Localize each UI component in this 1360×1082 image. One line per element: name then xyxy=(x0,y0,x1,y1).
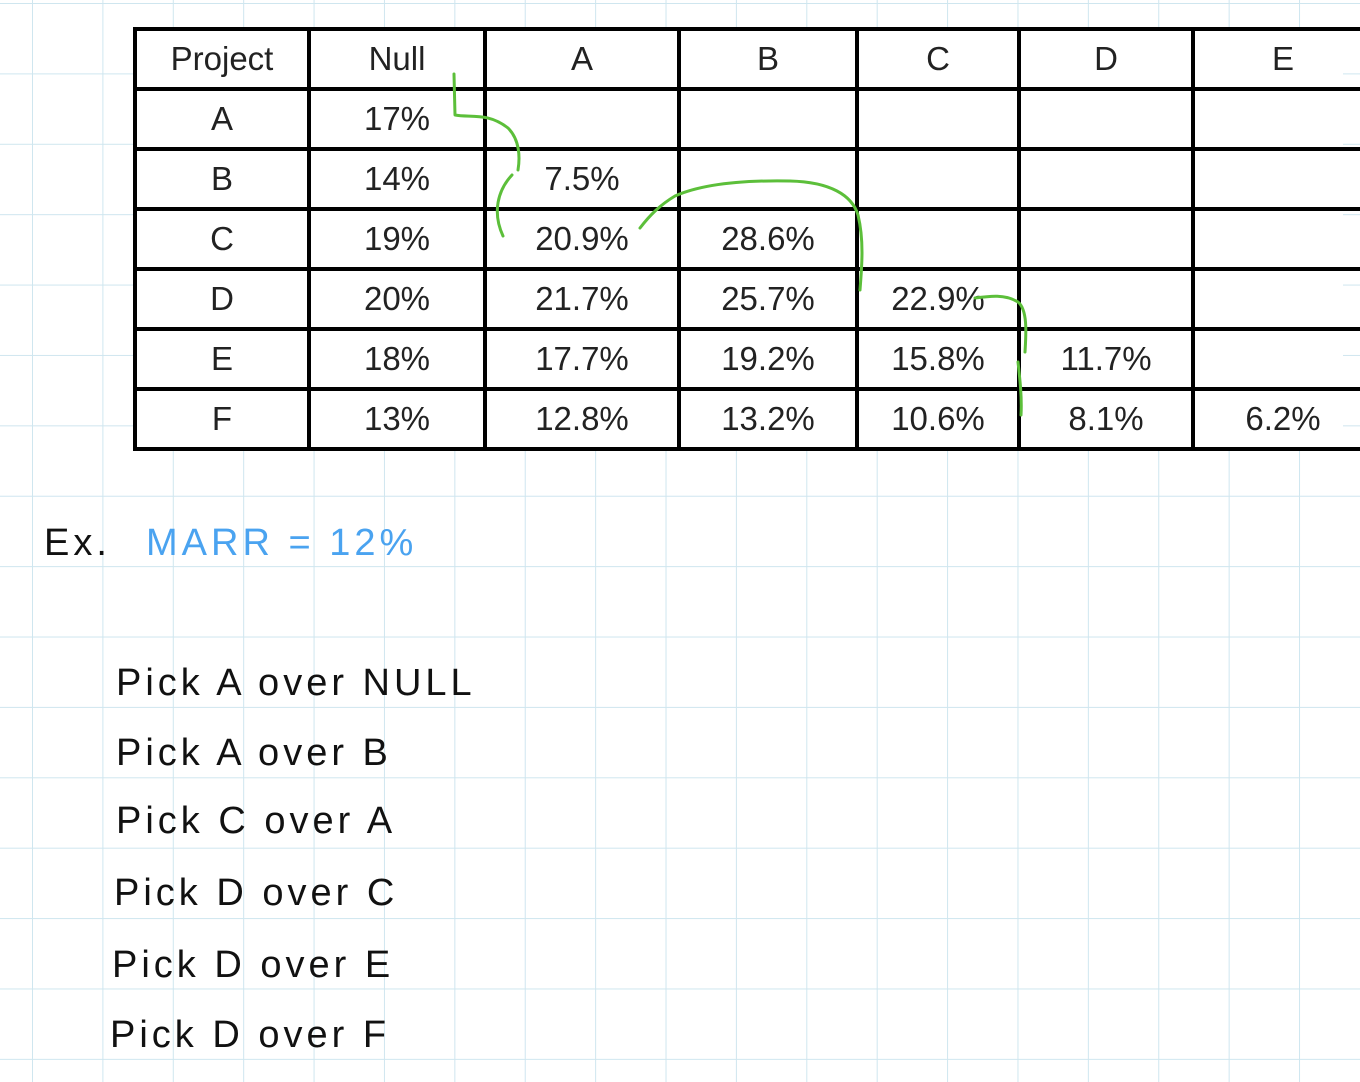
cell xyxy=(855,147,1021,211)
table-row: F 13% 12.8% 13.2% 10.6% 8.1% 6.2% xyxy=(133,387,1360,451)
cell: 11.7% xyxy=(1017,327,1195,391)
cell: 19.2% xyxy=(677,327,859,391)
path-e-to-f xyxy=(1016,360,1023,417)
cell xyxy=(1017,207,1195,271)
header-e: E xyxy=(1191,27,1360,91)
decision-step-1: Pick A over NULL xyxy=(116,662,476,704)
cell xyxy=(1191,147,1360,211)
cell: 18% xyxy=(307,327,487,391)
cell xyxy=(855,87,1021,151)
path-a-to-c xyxy=(495,173,514,238)
path-d-to-e xyxy=(973,294,1028,354)
cell xyxy=(1017,267,1195,331)
cell: 15.8% xyxy=(855,327,1021,391)
cell: 19% xyxy=(307,207,487,271)
cell xyxy=(855,207,1021,271)
cell: 6.2% xyxy=(1191,387,1360,451)
decision-path-strokes xyxy=(452,72,1028,417)
cell: 25.7% xyxy=(677,267,859,331)
table-row: D 20% 21.7% 25.7% 22.9% xyxy=(133,267,1360,331)
decision-step-4: Pick D over C xyxy=(114,872,399,914)
cell: 10.6% xyxy=(855,387,1021,451)
irr-table-container: Project Null A B C D E A 17% B 14% 7.5% xyxy=(133,27,1360,451)
cell xyxy=(1017,87,1195,151)
header-c: C xyxy=(855,27,1021,91)
cell: A xyxy=(133,87,311,151)
cell xyxy=(677,147,859,211)
table-header-row: Project Null A B C D E xyxy=(133,27,1360,91)
table-row: B 14% 7.5% xyxy=(133,147,1360,211)
path-c-to-d xyxy=(638,179,864,292)
incremental-irr-table: Project Null A B C D E A 17% B 14% 7.5% xyxy=(133,27,1360,451)
cell: 20.9% xyxy=(483,207,681,271)
cell: 8.1% xyxy=(1017,387,1195,451)
header-null: Null xyxy=(307,27,487,91)
cell: 17% xyxy=(307,87,487,151)
marr-value: MARR = 12% xyxy=(146,522,418,564)
cell: C xyxy=(133,207,311,271)
decision-step-5: Pick D over E xyxy=(112,944,395,986)
header-project: Project xyxy=(133,27,311,91)
decision-step-3: Pick C over A xyxy=(116,800,397,842)
cell xyxy=(1191,267,1360,331)
cell: B xyxy=(133,147,311,211)
cell: F xyxy=(133,387,311,451)
table-row: A 17% xyxy=(133,87,1360,151)
cell xyxy=(1191,87,1360,151)
decision-step-6: Pick D over F xyxy=(110,1014,391,1056)
cell: E xyxy=(133,327,311,391)
header-a: A xyxy=(483,27,681,91)
cell xyxy=(1191,327,1360,391)
header-d: D xyxy=(1017,27,1195,91)
cell: 17.7% xyxy=(483,327,681,391)
path-null-to-a xyxy=(452,72,521,172)
cell xyxy=(1191,207,1360,271)
cell: 7.5% xyxy=(483,147,681,211)
table-row: E 18% 17.7% 19.2% 15.8% 11.7% xyxy=(133,327,1360,391)
cell: 13.2% xyxy=(677,387,859,451)
decision-step-2: Pick A over B xyxy=(116,732,392,774)
table-row: C 19% 20.9% 28.6% xyxy=(133,207,1360,271)
cell: 14% xyxy=(307,147,487,211)
cell: 22.9% xyxy=(855,267,1021,331)
cell xyxy=(1017,147,1195,211)
cell xyxy=(677,87,859,151)
header-b: B xyxy=(677,27,859,91)
cell: 13% xyxy=(307,387,487,451)
example-label: Ex. xyxy=(44,522,111,564)
cell: 28.6% xyxy=(677,207,859,271)
cell: D xyxy=(133,267,311,331)
cell: 21.7% xyxy=(483,267,681,331)
cell: 20% xyxy=(307,267,487,331)
cell: 12.8% xyxy=(483,387,681,451)
